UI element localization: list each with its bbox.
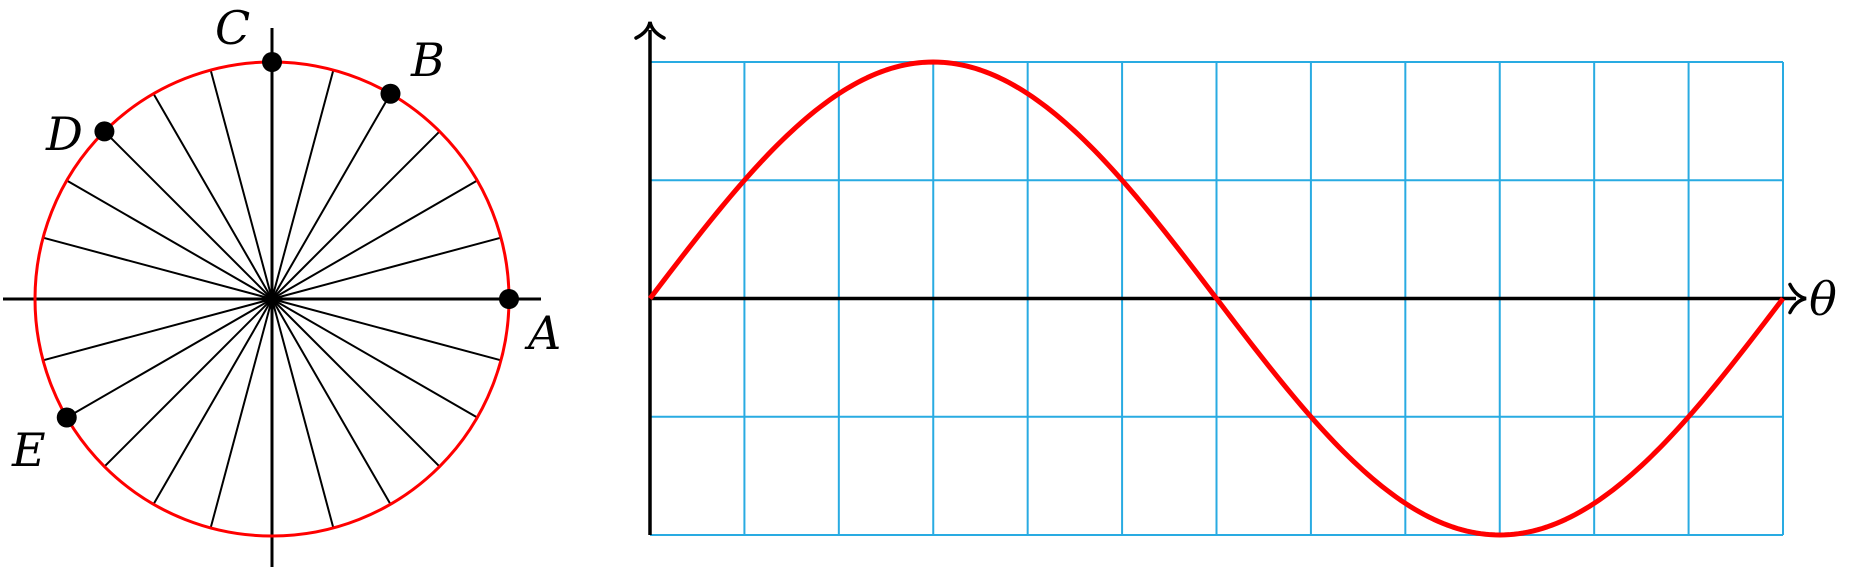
point-label-c: C: [215, 1, 250, 55]
unit-circle-figure: A B C D E: [3, 1, 561, 567]
circle-spoke: [42, 236, 273, 300]
circle-spoke: [209, 69, 273, 300]
point-d-dot: [94, 121, 115, 142]
sine-curve: [648, 59, 1785, 538]
circle-spoke: [271, 130, 441, 300]
point-label-b: B: [410, 33, 445, 87]
circle-spoke: [271, 298, 392, 505]
circle-spoke: [103, 298, 273, 468]
circle-spoke: [271, 69, 335, 300]
circle-point-labels: A B C D E: [11, 1, 561, 477]
point-label-a: A: [524, 306, 561, 360]
circle-spoke: [271, 298, 478, 419]
circle-spoke: [42, 298, 273, 362]
circle-spokes: [42, 69, 502, 529]
circle-spoke: [152, 93, 273, 300]
circle-spoke: [271, 298, 335, 529]
circle-spoke: [271, 236, 502, 300]
point-label-d: D: [45, 107, 83, 161]
point-label-e: E: [11, 423, 46, 477]
circle-spoke: [103, 130, 273, 300]
circle-spoke: [271, 298, 502, 362]
point-a-dot: [499, 289, 519, 309]
circle-spoke: [271, 298, 441, 468]
circle-spoke: [271, 93, 392, 300]
sine-graph: θ: [634, 21, 1837, 538]
point-b-dot: [380, 83, 401, 104]
point-e-dot: [56, 407, 77, 428]
point-c-dot: [262, 52, 282, 72]
circle-spoke: [66, 298, 273, 419]
circle-spoke: [209, 298, 273, 529]
circle-spoke: [152, 298, 273, 505]
x-axis-label: θ: [1809, 272, 1837, 326]
x-axis-arrowhead: [1788, 282, 1807, 315]
circle-spoke: [66, 179, 273, 300]
circle-spoke: [271, 179, 478, 300]
y-axis-arrowhead: [634, 21, 666, 40]
circle-points: [56, 52, 519, 428]
